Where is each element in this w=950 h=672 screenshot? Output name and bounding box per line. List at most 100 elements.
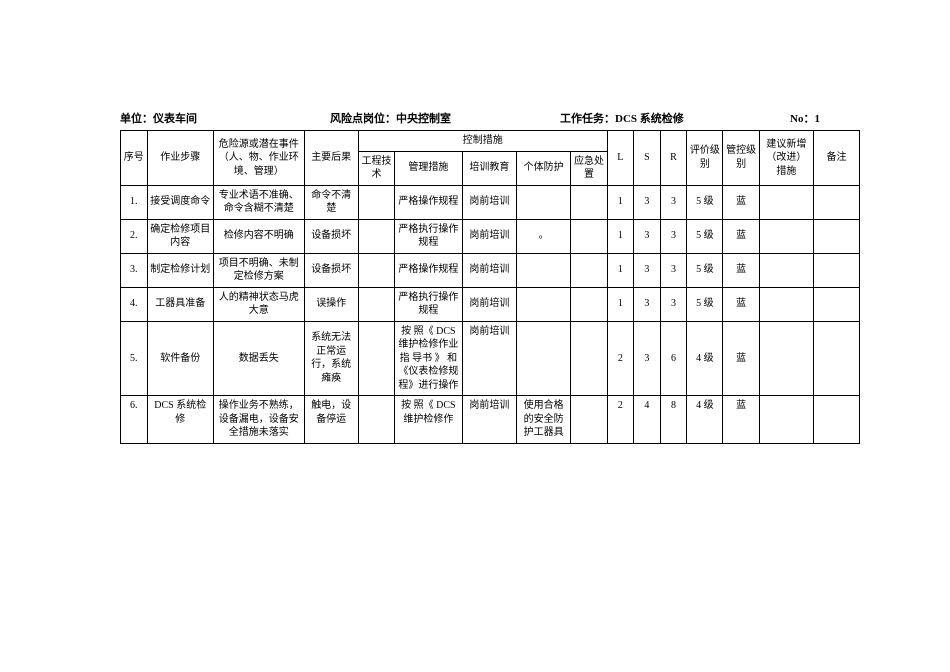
cell-num: 3. <box>121 253 148 287</box>
th-note: 备注 <box>814 131 860 186</box>
table-row: 1.接受调度命令专业术语不准确、命令含糊不清楚命令不清楚严格操作规程岗前培训13… <box>121 185 860 219</box>
cell-hazard: 数据丢失 <box>213 321 304 396</box>
cell-L: 1 <box>607 287 634 321</box>
cell-train: 岗前培训 <box>462 396 516 444</box>
cell-ppe: 。 <box>517 219 571 253</box>
table-row: 2.确定检修项目内容检修内容不明确设备损坏严格执行操作规程岗前培训。1335 级… <box>121 219 860 253</box>
cell-train: 岗前培训 <box>462 287 516 321</box>
cell-note <box>814 219 860 253</box>
cell-L: 2 <box>607 396 634 444</box>
th-hazard: 危险源或潜在事件（人、物、作业环境、管理） <box>213 131 304 186</box>
cell-hazard: 检修内容不明确 <box>213 219 304 253</box>
cell-eval: 5 级 <box>687 219 723 253</box>
th-suggest: 建议新增（改进）措施 <box>759 131 813 186</box>
cell-suggest <box>759 185 813 219</box>
cell-hazard: 操作业务不熟练，设备漏电，设备安全措施未落实 <box>213 396 304 444</box>
post-value: 中央控制室 <box>396 113 451 125</box>
th-l: L <box>607 131 634 186</box>
cell-suggest <box>759 253 813 287</box>
cell-ctrl: 蓝 <box>723 185 759 219</box>
cell-consequence: 触电，设备停运 <box>304 396 358 444</box>
cell-eng <box>358 253 394 287</box>
th-eval: 评价级别 <box>687 131 723 186</box>
table-row: 3.制定检修计划项目不明确、未制定检修方案设备损坏严格操作规程岗前培训1335 … <box>121 253 860 287</box>
cell-mgmt: 严格操作规程 <box>395 253 463 287</box>
page: 单位：仪表车间 风险点岗位：中央控制室 工作任务：DCS 系统检修 No：1 序… <box>0 0 950 672</box>
th-control-group: 控制措施 <box>358 131 607 152</box>
cell-eng <box>358 396 394 444</box>
post-label: 风险点岗位： <box>330 113 396 125</box>
cell-step: 软件备份 <box>147 321 213 396</box>
cell-consequence: 误操作 <box>304 287 358 321</box>
cell-R: 8 <box>660 396 687 444</box>
head-row-1: 序号 作业步骤 危险源或潜在事件（人、物、作业环境、管理） 主要后果 控制措施 … <box>121 131 860 152</box>
cell-ctrl: 蓝 <box>723 253 759 287</box>
cell-eval: 5 级 <box>687 185 723 219</box>
header-line: 单位：仪表车间 风险点岗位：中央控制室 工作任务：DCS 系统检修 No：1 <box>120 110 860 126</box>
cell-suggest <box>759 287 813 321</box>
header-no: No：1 <box>790 110 860 126</box>
cell-note <box>814 287 860 321</box>
th-ctrl: 管控级别 <box>723 131 759 186</box>
table-row: 5.软件备份数据丢失系统无法正常运行，系统瘫痪按 照《 DCS 维护检修作业 指… <box>121 321 860 396</box>
cell-note <box>814 253 860 287</box>
cell-S: 3 <box>634 321 661 396</box>
cell-R: 6 <box>660 321 687 396</box>
cell-eng <box>358 219 394 253</box>
cell-ppe <box>517 321 571 396</box>
cell-ctrl: 蓝 <box>723 219 759 253</box>
cell-mgmt: 严格操作规程 <box>395 185 463 219</box>
cell-ppe <box>517 253 571 287</box>
cell-L: 1 <box>607 185 634 219</box>
cell-ctrl: 蓝 <box>723 287 759 321</box>
cell-num: 1. <box>121 185 148 219</box>
cell-step: 确定检修项目内容 <box>147 219 213 253</box>
cell-num: 6. <box>121 396 148 444</box>
cell-num: 5. <box>121 321 148 396</box>
cell-S: 3 <box>634 287 661 321</box>
cell-train: 岗前培训 <box>462 185 516 219</box>
th-eng: 工程技术 <box>358 151 394 185</box>
th-emerg: 应急处置 <box>571 151 607 185</box>
cell-ctrl: 蓝 <box>723 396 759 444</box>
cell-num: 4. <box>121 287 148 321</box>
header-post: 风险点岗位：中央控制室 <box>330 110 560 126</box>
cell-step: DCS 系统检修 <box>147 396 213 444</box>
cell-emerg <box>571 287 607 321</box>
table-row: 6.DCS 系统检修操作业务不熟练，设备漏电，设备安全措施未落实触电，设备停运按… <box>121 396 860 444</box>
cell-hazard: 人的精神状态马虎大意 <box>213 287 304 321</box>
header-task: 工作任务：DCS 系统检修 <box>560 110 790 126</box>
th-consequence: 主要后果 <box>304 131 358 186</box>
cell-mgmt: 按 照《 DCS 维护检修作 <box>395 396 463 444</box>
cell-R: 3 <box>660 253 687 287</box>
unit-label: 单位： <box>120 113 153 125</box>
th-mgmt: 管理措施 <box>395 151 463 185</box>
cell-train: 岗前培训 <box>462 321 516 396</box>
risk-table: 序号 作业步骤 危险源或潜在事件（人、物、作业环境、管理） 主要后果 控制措施 … <box>120 130 860 444</box>
unit-value: 仪表车间 <box>153 113 197 125</box>
cell-step: 工器具准备 <box>147 287 213 321</box>
cell-eval: 5 级 <box>687 287 723 321</box>
cell-step: 接受调度命令 <box>147 185 213 219</box>
cell-mgmt: 严格执行操作规程 <box>395 287 463 321</box>
cell-suggest <box>759 321 813 396</box>
cell-consequence: 系统无法正常运行，系统瘫痪 <box>304 321 358 396</box>
cell-ppe <box>517 287 571 321</box>
cell-L: 1 <box>607 253 634 287</box>
cell-emerg <box>571 253 607 287</box>
cell-train: 岗前培训 <box>462 253 516 287</box>
cell-eng <box>358 321 394 396</box>
cell-R: 3 <box>660 219 687 253</box>
cell-suggest <box>759 396 813 444</box>
cell-hazard: 项目不明确、未制定检修方案 <box>213 253 304 287</box>
cell-note <box>814 185 860 219</box>
cell-R: 3 <box>660 185 687 219</box>
header-unit: 单位：仪表车间 <box>120 110 330 126</box>
cell-eval: 4 级 <box>687 396 723 444</box>
cell-mgmt: 按 照《 DCS 维护检修作业 指 导书 》 和《仪表检修规程》进行操作 <box>395 321 463 396</box>
cell-note <box>814 396 860 444</box>
cell-emerg <box>571 321 607 396</box>
cell-eng <box>358 287 394 321</box>
cell-train: 岗前培训 <box>462 219 516 253</box>
th-s: S <box>634 131 661 186</box>
